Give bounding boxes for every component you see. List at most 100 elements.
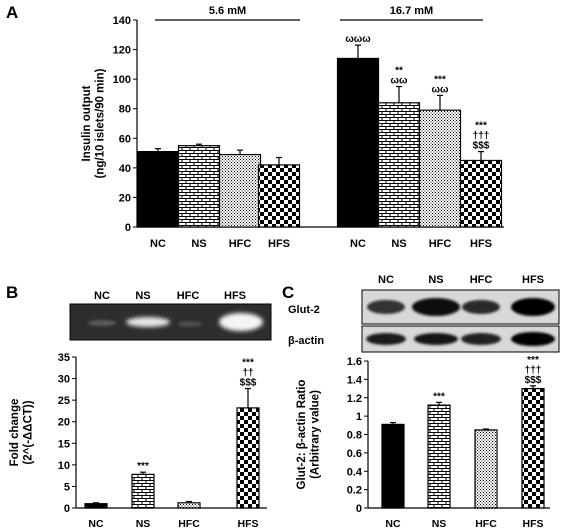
significance-marker: $$$	[473, 141, 490, 152]
x-category-label: NC	[150, 238, 166, 250]
significance-marker: ***	[137, 461, 149, 472]
blot-band-beta-actin	[366, 333, 406, 345]
bar-hfc	[177, 502, 201, 509]
y-tick-label: 0.6	[347, 448, 362, 460]
bar-nc	[136, 150, 180, 228]
bar-nc	[381, 423, 405, 509]
blot-band-glut2	[511, 298, 555, 316]
significance-marker: $$$	[525, 375, 542, 386]
significance-marker: ωω	[391, 76, 408, 87]
bar-hfc	[218, 153, 262, 228]
y-tick-label: 1.6	[347, 356, 362, 368]
y-tick-label: 20	[119, 192, 131, 204]
y-tick-label: 140	[113, 15, 131, 27]
y-tick-label: 5	[64, 481, 70, 493]
bar-ns	[177, 145, 221, 228]
y-tick-label: 0.2	[347, 485, 362, 497]
blot-lane-label: HFC	[470, 274, 493, 286]
bar-hfs	[459, 159, 503, 228]
blot-band-beta-actin	[511, 332, 555, 346]
gel-band-ns	[126, 317, 170, 327]
panel-letter-a: A	[6, 3, 18, 22]
bar-nc	[84, 503, 108, 509]
y-tick-label: 25	[58, 395, 70, 407]
significance-marker: ††	[242, 367, 253, 378]
x-category-label: HFC	[475, 518, 497, 530]
significance-marker: ωω	[432, 84, 449, 95]
x-category-label: HFS	[523, 518, 544, 530]
bar-ns	[427, 404, 451, 509]
y-tick-label: 1.2	[347, 393, 362, 405]
significance-marker: ***	[527, 355, 539, 366]
x-category-label: NC	[350, 238, 366, 250]
gel-lane-label: HFC	[177, 290, 200, 302]
x-category-label: NC	[385, 518, 401, 530]
bar-nc	[336, 57, 380, 228]
y-tick-label: 1	[356, 411, 362, 423]
x-category-label: HFC	[178, 518, 200, 530]
panel-b-gel-image: NC NS HFC HFS	[69, 290, 272, 341]
panel-a-insulin-chart: 0 20 40 60 80 100 120 140 Insulin output (ng/10 i…	[81, 5, 504, 250]
y-axis-label: Insulin output (ng/10 islets/90 min)	[81, 68, 107, 178]
x-category-label: NC	[88, 518, 104, 530]
panel-c-ratio-chart: 0 0.2 0.4 0.6 0.8 1 1.2 1.4 1.6 Glut-2: β-actin R…	[296, 355, 550, 530]
panel-letter-c: C	[282, 283, 294, 302]
y-tick-label: 0	[356, 503, 362, 515]
gel-band-hfc	[178, 321, 202, 327]
y-tick-label: 0	[125, 222, 131, 234]
x-category-label: HFC	[429, 238, 452, 250]
x-category-label: HFS	[268, 238, 290, 250]
gel-band-nc	[88, 320, 116, 326]
y-tick-label: 40	[119, 163, 131, 175]
x-category-label: NS	[391, 238, 406, 250]
significance-marker: ωωω	[345, 34, 371, 45]
blot-band-glut2	[367, 300, 405, 314]
x-category-label: HFS	[238, 518, 259, 530]
gel-lane-label: HFS	[224, 290, 246, 302]
blot-lane-label: HFS	[522, 274, 544, 286]
panel-c-western-blot: NC NS HFC HFS Glut-2 β-actin	[288, 274, 560, 353]
y-tick-label: 30	[58, 374, 70, 386]
blot-band-beta-actin	[461, 333, 501, 345]
group-label: 16.7 mM	[390, 5, 433, 17]
significance-marker: †††	[525, 365, 542, 376]
group-label: 5.6 mM	[209, 5, 246, 17]
x-category-label: HFS	[470, 238, 492, 250]
blot-lane-label: NC	[378, 274, 394, 286]
significance-marker: $$$	[240, 377, 257, 388]
y-tick-label: 1.4	[347, 374, 363, 386]
significance-marker: **	[395, 66, 403, 77]
significance-marker: ***	[434, 74, 446, 85]
bar-ns	[131, 473, 155, 509]
blot-band-glut2	[462, 300, 500, 314]
gel-lane-label: NS	[135, 290, 150, 302]
y-tick-label: 0	[64, 503, 70, 515]
bar-hfc	[474, 429, 498, 509]
significance-marker: ***	[475, 121, 487, 132]
bar-hfs	[236, 407, 260, 509]
significance-marker: ***	[433, 391, 445, 402]
gel-band-hfs	[219, 313, 263, 331]
blot-band-glut2	[412, 298, 460, 316]
significance-marker: †††	[473, 131, 490, 142]
y-tick-label: 80	[119, 104, 131, 116]
significance-marker: ***	[242, 357, 254, 368]
x-category-label: NS	[136, 518, 151, 530]
blot-row-label: Glut-2	[288, 304, 320, 316]
x-category-label: HFC	[229, 238, 252, 250]
blot-band-beta-actin	[414, 333, 458, 345]
y-tick-label: 120	[113, 45, 131, 57]
y-tick-label: 15	[58, 438, 70, 450]
y-tick-label: 35	[58, 352, 70, 364]
bar-ns	[377, 102, 421, 228]
y-tick-label: 0.8	[347, 430, 362, 442]
y-tick-label: 0.4	[347, 466, 363, 478]
y-tick-label: 10	[58, 460, 70, 472]
y-axis-label: Glut-2: β-actin Ratio (Arbitrary value)	[296, 380, 322, 490]
bar-hfc	[418, 109, 462, 228]
panel-letter-b: B	[6, 283, 18, 302]
y-tick-label: 100	[113, 74, 131, 86]
blot-lane-label: NS	[428, 274, 443, 286]
x-category-label: NS	[432, 518, 447, 530]
panel-b-fold-change-chart: 0 5 10 15 20 25 30 35 Fold change (2^(-ΔΔCT)) NC NS…	[9, 352, 267, 530]
